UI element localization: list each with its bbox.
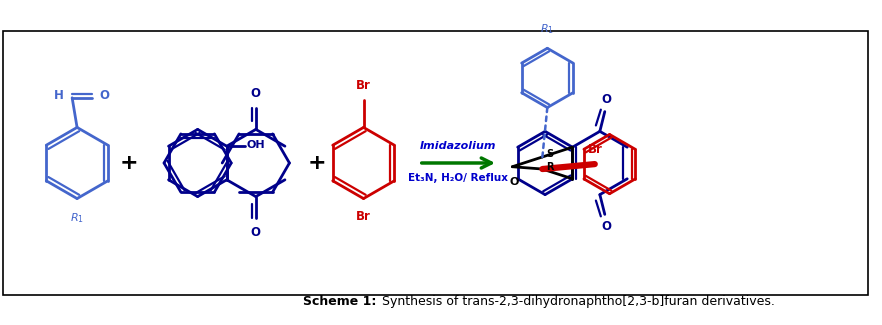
Text: O: O (250, 87, 261, 100)
Text: Et₃N, H₂O/ Reflux: Et₃N, H₂O/ Reflux (408, 173, 508, 183)
Text: O: O (602, 93, 612, 106)
Text: Br: Br (356, 210, 371, 223)
Text: $R_1$: $R_1$ (541, 23, 554, 36)
Text: Scheme 1:: Scheme 1: (303, 295, 377, 308)
Text: OH: OH (246, 140, 265, 150)
Text: Synthesis of trans-2,3-dihydronaphtho[2,3-b]furan derivatives.: Synthesis of trans-2,3-dihydronaphtho[2,… (378, 295, 775, 308)
Text: +: + (119, 153, 138, 173)
Text: Br: Br (356, 79, 371, 92)
Text: O: O (250, 226, 261, 239)
Bar (3, 31, 868, 295)
Text: $R_1$: $R_1$ (70, 212, 84, 225)
Text: +: + (308, 153, 326, 173)
Text: O: O (100, 89, 109, 102)
Text: O: O (510, 176, 519, 187)
Text: Imidazolium: Imidazolium (420, 141, 497, 151)
Text: O: O (602, 220, 612, 233)
Text: S: S (546, 149, 554, 159)
Text: Br: Br (588, 143, 602, 156)
Text: R: R (546, 162, 554, 172)
Text: H: H (55, 89, 64, 102)
